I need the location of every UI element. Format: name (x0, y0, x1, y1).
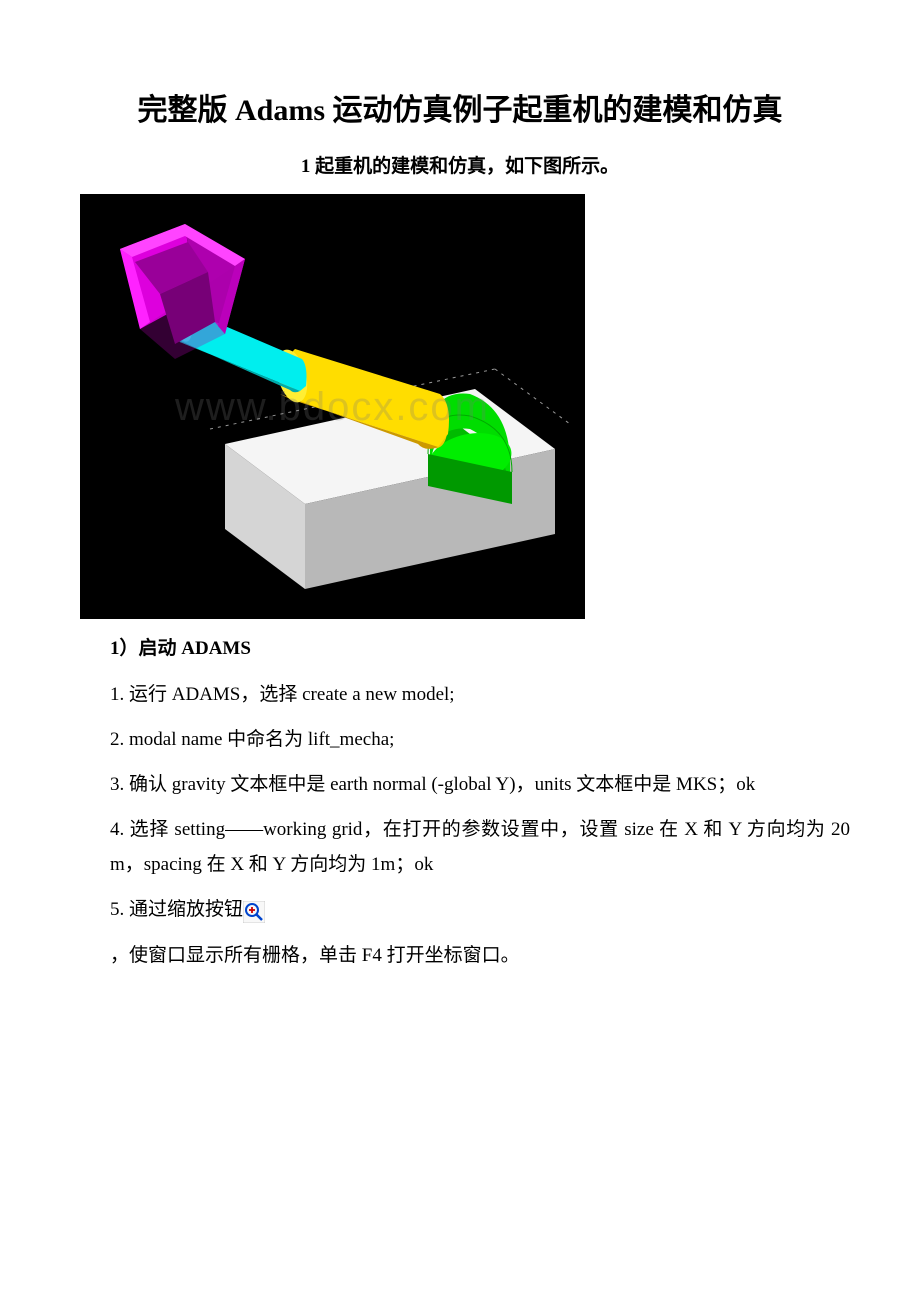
isometric-scene: www.bdocx.com (80, 194, 585, 619)
section-1-header: 1）启动 ADAMS (110, 634, 850, 664)
step-5-text-prefix: 5. 通过缩放按钮 (110, 899, 243, 920)
step-5-suffix: ，使窗口显示所有栅格，单击 F4 打开坐标窗口。 (110, 938, 850, 973)
step-5-prefix: 5. 通过缩放按钮 (110, 892, 850, 927)
step-4: 4. 选择 setting——working grid，在打开的参数设置中，设置… (110, 812, 850, 882)
section-subtitle: 1 起重机的建模和仿真，如下图所示。 (70, 152, 850, 182)
crane-diagram: www.bdocx.com (80, 194, 585, 619)
zoom-icon (243, 900, 265, 922)
step-3: 3. 确认 gravity 文本框中是 earth normal (-globa… (110, 767, 850, 802)
step-1: 1. 运行 ADAMS，选择 create a new model; (110, 677, 850, 712)
step-2: 2. modal name 中命名为 lift_mecha; (110, 722, 850, 757)
page-title: 完整版 Adams 运动仿真例子起重机的建模和仿真 (70, 90, 850, 132)
